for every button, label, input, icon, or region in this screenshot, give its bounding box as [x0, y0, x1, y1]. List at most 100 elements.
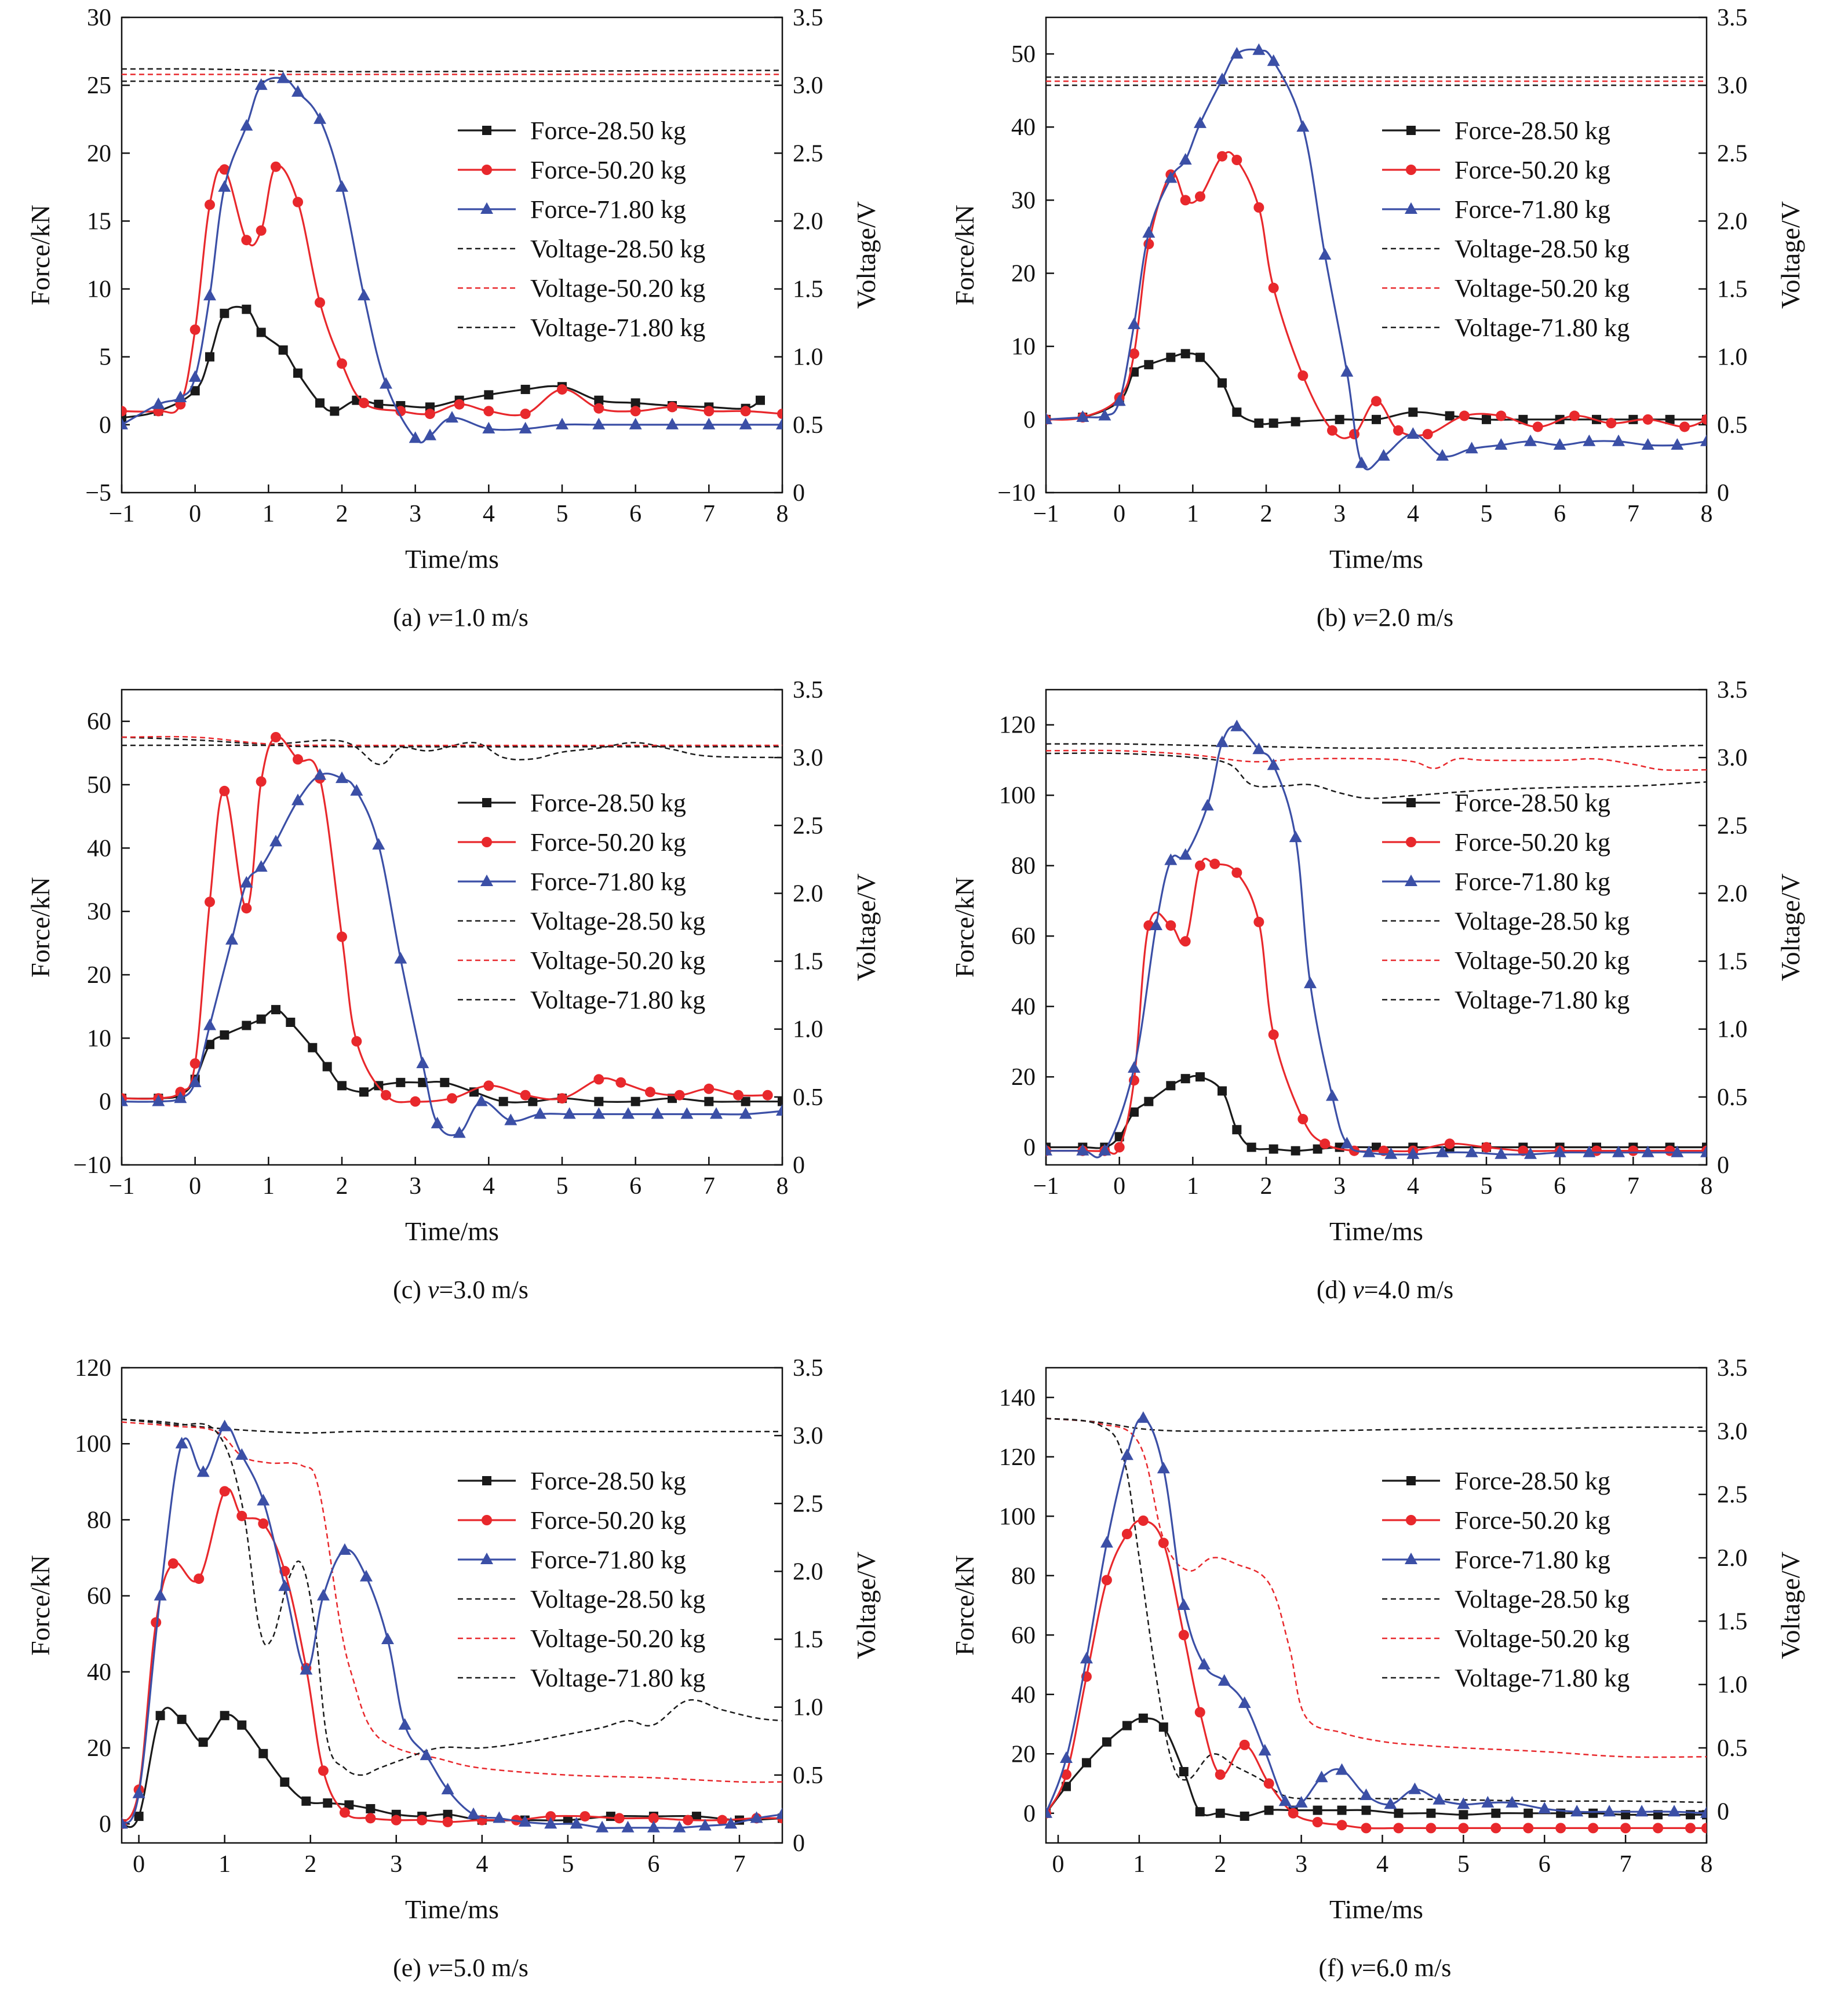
plot-frame	[121, 16, 783, 494]
data-point-circle	[1393, 425, 1404, 436]
y2-tick-label: 2.0	[1717, 1545, 1748, 1572]
data-point-square	[220, 1711, 229, 1721]
data-point-square	[1102, 1737, 1111, 1747]
x-tick-label: 5	[1457, 1851, 1470, 1878]
data-point-triangle	[724, 1817, 738, 1829]
data-point-triangle	[1583, 434, 1596, 446]
data-point-triangle	[1179, 848, 1192, 860]
data-point-square	[308, 1043, 318, 1052]
data-point-triangle	[338, 1543, 351, 1555]
data-point-circle	[205, 199, 215, 210]
data-point-circle	[717, 1815, 728, 1826]
data-point-triangle	[278, 1579, 291, 1591]
data-point-square	[278, 345, 288, 355]
data-point-square	[1269, 1144, 1278, 1154]
data-point-square	[1394, 1808, 1404, 1818]
y2-tick-label: 3.5	[1717, 677, 1748, 704]
x-axis-label: Time/ms	[405, 544, 499, 574]
y-tick-label: 80	[1011, 1563, 1036, 1590]
x-tick-label: 5	[556, 1173, 568, 1200]
caption-velocity-symbol: v	[427, 1276, 439, 1304]
legend-entry: Force-28.50 kg	[1382, 1467, 1610, 1495]
data-point-triangle	[1641, 1145, 1654, 1157]
x-tick-label: 1	[263, 501, 275, 527]
data-point-triangle	[254, 860, 268, 872]
caption-f: (f) v=6.0 m/s	[924, 1953, 1846, 1983]
data-point-triangle	[1384, 1797, 1397, 1809]
y-tick-label: 20	[1011, 261, 1036, 287]
legend-entry: Force-71.80 kg	[458, 1546, 686, 1574]
data-point-square	[237, 1720, 247, 1730]
y2-tick-label: 1.0	[1717, 344, 1748, 371]
data-point-square	[528, 1096, 538, 1106]
data-point-square	[440, 1077, 450, 1087]
plot-series-group	[1046, 1411, 1707, 1834]
data-point-triangle	[1553, 1145, 1566, 1157]
x-tick-label: 0	[189, 1173, 201, 1200]
data-point-circle	[1253, 916, 1264, 927]
data-point-triangle	[1436, 1145, 1449, 1157]
legend-entry: Voltage-71.80 kg	[458, 314, 705, 342]
x-axis-label: Time/ms	[405, 1216, 499, 1246]
data-point-triangle	[1668, 1805, 1681, 1817]
data-point-circle	[1129, 348, 1139, 359]
data-point-square	[1291, 1146, 1300, 1156]
data-point-triangle	[1201, 799, 1214, 811]
legend-label: Force-50.20 kg	[1455, 828, 1610, 857]
y2-tick-label: 0	[793, 1152, 805, 1179]
x-tick-label: 0	[133, 1851, 145, 1878]
data-point-triangle	[1612, 1145, 1625, 1157]
data-point-triangle	[1177, 1598, 1190, 1610]
data-point-square	[704, 1096, 714, 1106]
x-tick-label: 8	[1701, 501, 1713, 527]
data-point-triangle	[1258, 1744, 1271, 1756]
data-point-triangle	[1046, 412, 1052, 424]
y2-tick-label: 2.0	[793, 208, 823, 235]
legend-marker-circle	[1406, 1515, 1416, 1525]
legend-marker-square	[1406, 1476, 1416, 1485]
data-point-circle	[1642, 414, 1653, 425]
data-point-circle	[557, 384, 567, 395]
y-tick-label: 40	[1011, 114, 1036, 141]
data-point-square	[396, 1077, 406, 1087]
data-point-triangle	[680, 1107, 694, 1119]
data-point-circle	[704, 1083, 715, 1094]
y-tick-label: 20	[87, 140, 111, 167]
data-point-triangle	[1359, 1788, 1373, 1800]
data-point-circle	[271, 161, 281, 172]
y2-tick-label: 2.5	[793, 813, 823, 839]
data-point-triangle	[314, 112, 326, 124]
legend-marker-triangle	[1405, 875, 1417, 886]
data-point-square	[198, 1737, 208, 1747]
data-point-circle	[447, 1093, 457, 1104]
data-point-triangle	[1136, 1411, 1150, 1423]
plot-frame	[121, 1367, 783, 1844]
y-tick-label: 140	[999, 1385, 1036, 1411]
data-point-triangle	[1218, 1674, 1231, 1686]
data-point-triangle	[1197, 1657, 1211, 1670]
data-point-triangle	[556, 417, 568, 429]
data-point-circle	[1426, 1823, 1437, 1834]
legend-entry: Force-28.50 kg	[458, 116, 686, 145]
data-point-triangle	[446, 411, 458, 423]
data-point-square	[134, 1812, 144, 1821]
data-point-triangle	[1340, 365, 1354, 377]
data-point-square	[286, 1018, 296, 1027]
data-point-triangle	[188, 1075, 202, 1087]
x-tick-label: 7	[703, 1173, 715, 1200]
data-point-square	[1408, 407, 1418, 417]
legend-marker-circle	[1406, 165, 1416, 175]
data-point-circle	[1101, 1575, 1112, 1586]
caption-velocity-symbol: v	[1353, 1276, 1364, 1304]
chart-a: −1 0 1 2 3 4 5 6 7 8 −5 0 5 10 15 20 25 30 0 0.5 1.0 1.5 2.0 2.…	[25, 5, 881, 574]
data-point-triangle	[1076, 1143, 1089, 1156]
data-point-triangle	[240, 876, 253, 888]
data-point-circle	[395, 406, 406, 417]
data-point-square	[484, 390, 494, 400]
data-point-square	[1335, 414, 1344, 424]
caption-suffix: =1.0 m/s	[439, 603, 528, 632]
data-point-circle	[1555, 1823, 1566, 1834]
y-tick-label: 30	[1011, 187, 1036, 214]
legend-entry: Voltage-28.50 kg	[458, 235, 705, 263]
data-point-triangle	[1495, 438, 1508, 450]
